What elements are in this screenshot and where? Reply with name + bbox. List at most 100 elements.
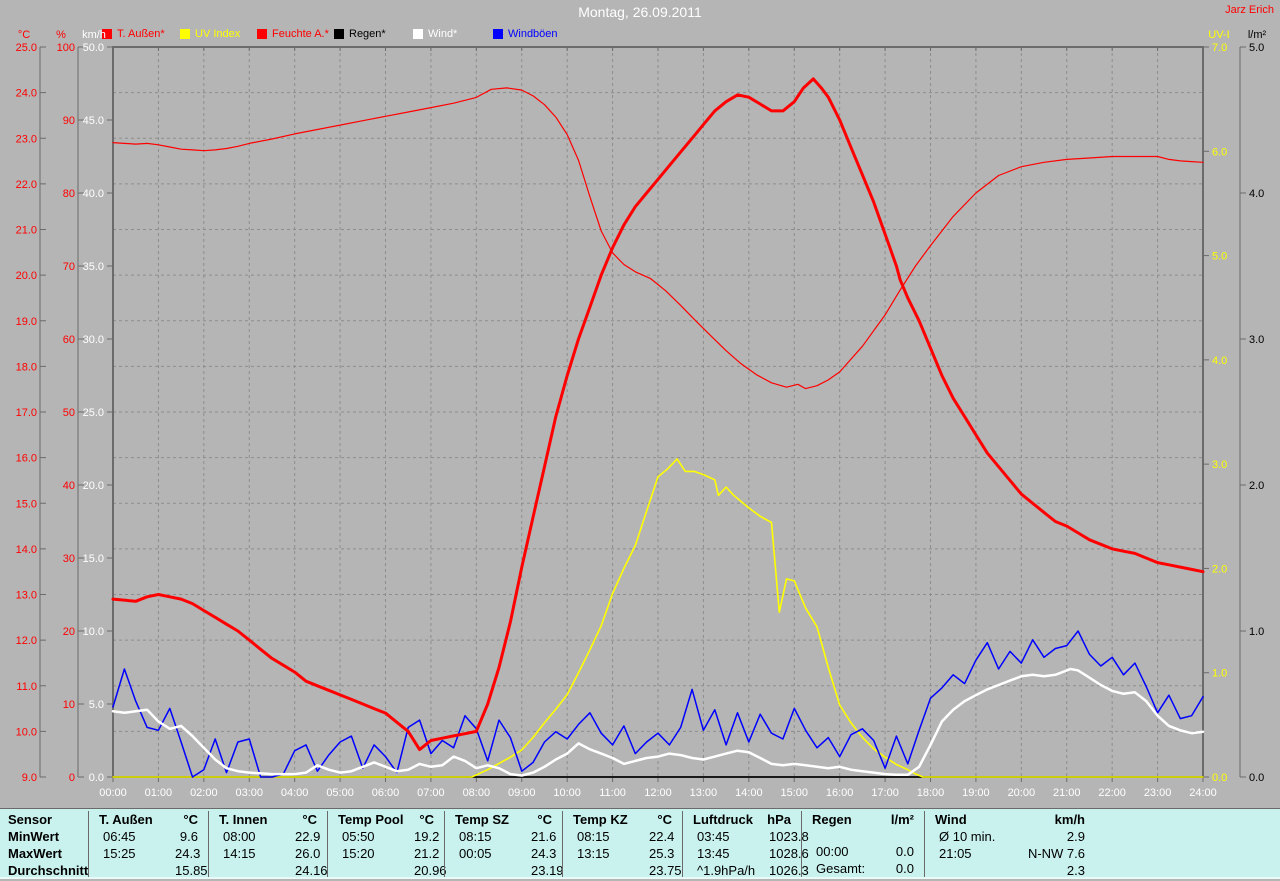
author-label: Jarz Erich (1225, 4, 1274, 16)
axis-tick-label: 90 (63, 115, 75, 127)
table-row (802, 828, 924, 843)
table-cell-time: 15:20 (342, 846, 375, 861)
table-row: 03:45 1023.8 (683, 828, 809, 845)
legend-item: Regen* (334, 28, 386, 40)
table-cell-time: Gesamt: (816, 861, 866, 876)
axis-tick-label: 1.0 (1249, 626, 1264, 638)
axis-tick-label: 3.0 (1249, 334, 1264, 346)
legend-label: UV Index (195, 28, 241, 40)
table-sensor-column: Temp SZ °C 08:15 21.6 00:05 24.3 23.19 (444, 811, 564, 879)
legend-item: T. Außen* (102, 28, 165, 40)
axis-tick-label: 12.0 (16, 635, 37, 647)
axis-tick-label: 80 (63, 188, 75, 200)
table-col-unit: hPa (767, 812, 791, 827)
legend-swatch-icon (413, 29, 423, 39)
table-cell-time: 00:00 (816, 844, 849, 859)
axis-tick-label: 20 (63, 626, 75, 638)
table-row: 05:50 19.2 (328, 828, 444, 845)
time-tick-label: 20:00 (1008, 787, 1036, 799)
series-windböen (112, 630, 1204, 778)
axis-tick-label: 17.0 (16, 407, 37, 419)
table-cell-time: 00:05 (459, 846, 492, 861)
table-cell-time: 08:15 (459, 829, 492, 844)
table-row-label: MaxWert (8, 846, 62, 861)
table-cell-time: 21:05 (939, 846, 972, 861)
time-axis (112, 47, 1204, 782)
axis-tick-label: 70 (63, 261, 75, 273)
axis-tick-label: 13.0 (16, 590, 37, 602)
legend-swatch-icon (257, 29, 267, 39)
axis-tick-label: 2.0 (1249, 480, 1264, 492)
table-col-name: Wind (935, 812, 967, 827)
axis-tick-label: 50 (63, 407, 75, 419)
table-cell-time: 06:45 (103, 829, 136, 844)
axis-tick-label: 15.0 (83, 553, 104, 565)
table-cell-time: 03:45 (697, 829, 730, 844)
table-cell-value: 1026.3 (769, 863, 809, 878)
table-header-row: Wind km/h (925, 811, 1095, 828)
time-tick-label: 10:00 (553, 787, 581, 799)
axis-tick-label: 40.0 (83, 188, 104, 200)
table-cell-value: 22.4 (649, 829, 675, 844)
time-tick-label: 24:00 (1189, 787, 1217, 799)
axis-tick-label: 14.0 (16, 544, 37, 556)
table-header-row: Regen l/m² (802, 811, 924, 828)
table-row: 24.16 (209, 862, 328, 879)
legend-label: Regen* (349, 28, 386, 40)
axis-tick-label: 0.0 (1249, 772, 1264, 784)
series-wind (111, 667, 1205, 777)
table-row: ^1.9hPa/h 1026.3 (683, 862, 809, 879)
table-row: 08:15 22.4 (563, 828, 682, 845)
table-col-unit: °C (657, 812, 672, 827)
table-row: 21:05 N-NW 7.6 (925, 845, 1095, 862)
series-feuchte-a- (112, 87, 1204, 390)
time-tick-label: 23:00 (1144, 787, 1172, 799)
axis-unit-label: °C (18, 29, 30, 41)
table-cell-value: 2.9 (1066, 829, 1085, 844)
axis-tick-label: 4.0 (1212, 355, 1227, 367)
table-row: 15.85 (89, 862, 208, 879)
table-col-name: Temp Pool (338, 812, 404, 827)
axis-tick-label: 22.0 (16, 179, 37, 191)
table-col-name: T. Außen (99, 812, 153, 827)
table-cell-time: Ø 10 min. (939, 829, 996, 844)
grid (113, 47, 1203, 777)
table-col-name: Regen (812, 812, 852, 827)
weather-chart: 00:00 01:00 02:00 03:00 04:00 05:00 06:00 07:00… (16, 29, 1267, 799)
time-tick-label: 16:00 (826, 787, 854, 799)
time-tick-label: 18:00 (917, 787, 945, 799)
time-tick-label: 17:00 (871, 787, 899, 799)
table-row: 23.19 (445, 862, 564, 879)
axis-tick-label: 7.0 (1212, 42, 1227, 54)
table-col-name: Luftdruck (693, 812, 753, 827)
table-row: 00:05 24.3 (445, 845, 562, 862)
table-header-row: Luftdruck hPa (683, 811, 801, 828)
table-cell-value: 20.96 (414, 863, 447, 878)
value-axis-wind (107, 46, 113, 778)
axis-tick-label: 35.0 (83, 261, 104, 273)
axis-tick-label: 2.0 (1212, 563, 1227, 575)
table-cell-time: 08:15 (577, 829, 610, 844)
axis-tick-label: 60 (63, 334, 75, 346)
axis-unit-label: km/h (82, 29, 106, 41)
table-row: Ø 10 min. 2.9 (925, 828, 1095, 845)
table-col-name: Temp SZ (455, 812, 509, 827)
table-cell-value: 23.19 (531, 863, 564, 878)
table-cell-time: 15:25 (103, 846, 136, 861)
table-row-label: Durchschnitt (8, 863, 89, 878)
table-cell-time: 14:15 (223, 846, 256, 861)
table-sensor-column: Temp KZ °C 08:15 22.4 13:15 25.3 23.75 (562, 811, 682, 878)
table-col-name: Temp KZ (573, 812, 628, 827)
table-cell-time: ^1.9hPa/h (697, 863, 756, 878)
table-row: 08:15 21.6 (445, 828, 562, 845)
axis-tick-label: 25.0 (83, 407, 104, 419)
axis-tick-label: 21.0 (16, 225, 37, 237)
table-col-unit: l/m² (890, 812, 914, 827)
table-cell-time: 05:50 (342, 829, 375, 844)
table-cell-value: 25.3 (649, 846, 675, 861)
time-tick-label: 15:00 (780, 787, 808, 799)
legend-label: Wind* (428, 28, 458, 40)
value-axis-hum (77, 46, 84, 778)
axis-tick-label: 16.0 (16, 453, 37, 465)
